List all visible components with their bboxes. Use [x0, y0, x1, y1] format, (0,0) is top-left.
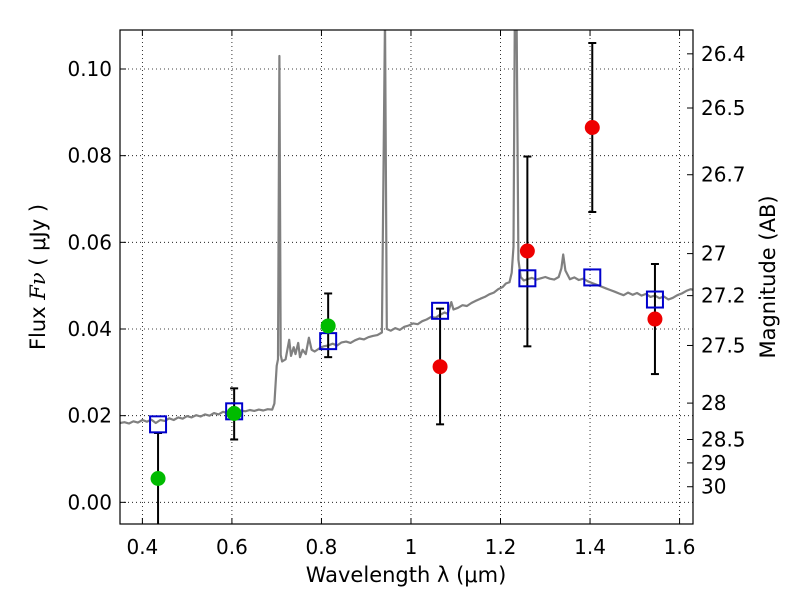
observed-flux-point: [584, 120, 600, 135]
x-tick-label: 1: [405, 535, 418, 559]
model-photometry-square: [645, 290, 664, 309]
model-photometry-square: [583, 268, 602, 287]
plot-frame: [119, 29, 694, 525]
model-photometry-square: [431, 301, 450, 320]
x-tick-label: 0.6: [216, 535, 248, 559]
observed-flux-point: [150, 471, 166, 486]
magnitude-tick-label: 26.5: [701, 96, 746, 120]
magnitude-tick-label: 26.7: [701, 163, 746, 187]
y-tick-label: 0.02: [67, 404, 112, 428]
x-tick-label: 1.6: [664, 535, 696, 559]
y-axis-label-left: Flux Fν ( μJy ): [26, 204, 50, 350]
magnitude-tick-label: 30: [701, 475, 726, 499]
y-tick-label: 0.00: [67, 490, 112, 514]
x-tick-label: 0.4: [126, 535, 158, 559]
magnitude-tick-label: 27.5: [701, 333, 746, 357]
magnitude-tick-label: 28: [701, 391, 726, 415]
y-tick-label: 0.06: [67, 230, 112, 254]
magnitude-tick-label: 29: [701, 451, 726, 475]
magnitude-tick-label: 26.4: [701, 42, 746, 66]
magnitude-tick-label: 27: [701, 242, 726, 266]
marker-layer: [149, 120, 664, 486]
x-tick-label: 1.4: [574, 535, 606, 559]
observed-flux-point: [519, 243, 535, 259]
observed-flux-point: [226, 406, 242, 421]
model-photometry-square: [149, 415, 168, 434]
y-axis-label-right: Magnitude (AB): [756, 195, 780, 358]
x-axis-ticks: 0.4 0.6 0.8 1 1.2 1.4 1.6: [126, 30, 695, 559]
y-axis-ticks: 0.00 0.02 0.04 0.06 0.08 0.10: [67, 57, 126, 514]
y-tick-label: 0.04: [67, 317, 112, 341]
x-tick-label: 0.8: [306, 535, 338, 559]
observed-flux-point: [432, 359, 448, 375]
model-photometry-square: [518, 269, 537, 288]
y-tick-label: 0.08: [67, 144, 112, 168]
observed-flux-point: [647, 311, 663, 327]
y-axis-label-suffix: ( μJy ): [26, 204, 50, 272]
x-tick-label: 1.2: [485, 535, 517, 559]
y-tick-label: 0.10: [67, 57, 112, 81]
y-axis-label-prefix: Flux: [26, 300, 50, 350]
magnitude-tick-label: 27.2: [701, 284, 746, 308]
x-axis-label: Wavelength λ (μm): [306, 563, 507, 587]
observed-flux-point: [320, 318, 336, 334]
magnitude-tick-label: 28.5: [701, 428, 746, 452]
plot-background: [120, 30, 693, 524]
y-axis-label-symbol: Fν: [26, 272, 50, 301]
